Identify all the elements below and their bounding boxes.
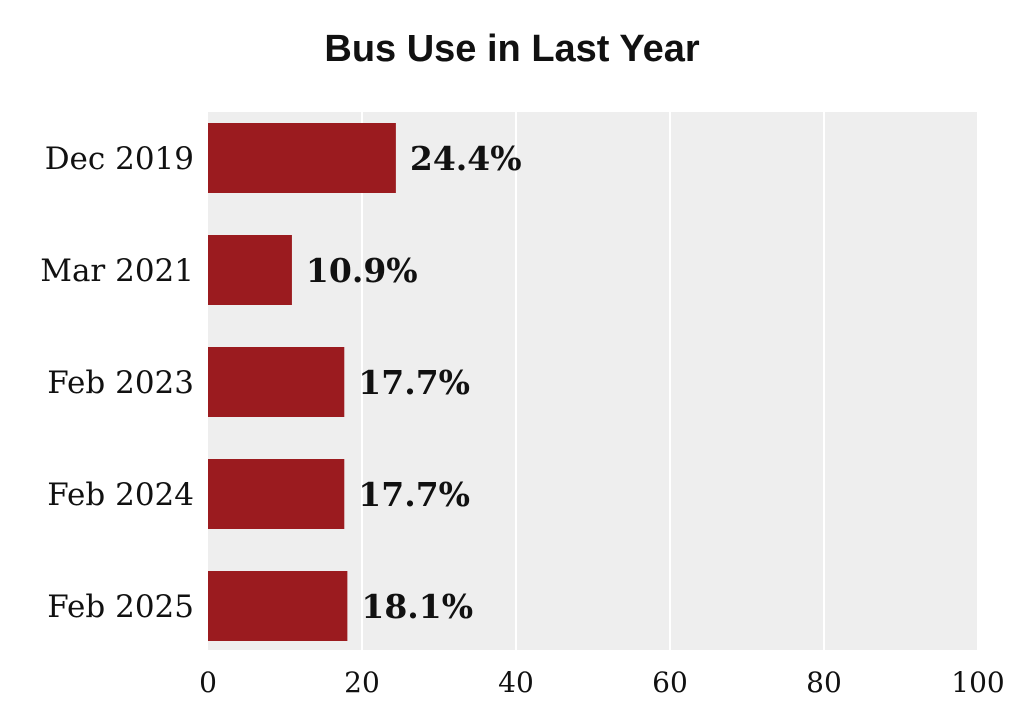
x-tick-label-40: 40 — [498, 666, 534, 699]
bar-5 — [208, 571, 348, 641]
bar-2 — [208, 235, 292, 305]
x-tick-label-20: 20 — [344, 666, 380, 699]
bar-3 — [208, 347, 345, 417]
category-label-4: Feb 2024 — [47, 477, 194, 513]
value-label-3: 17.7% — [358, 363, 470, 402]
category-label-3: Feb 2023 — [47, 365, 194, 401]
value-label-2: 10.9% — [306, 251, 418, 290]
x-tick-label-100: 100 — [951, 666, 1004, 699]
category-label-5: Feb 2025 — [47, 589, 194, 625]
bar-1 — [208, 123, 396, 193]
category-label-1: Dec 2019 — [45, 141, 194, 177]
bar-4 — [208, 459, 345, 529]
x-tick-label-0: 0 — [199, 666, 217, 699]
value-label-4: 17.7% — [358, 475, 470, 514]
value-label-1: 24.4% — [410, 139, 522, 178]
x-tick-label-60: 60 — [652, 666, 688, 699]
category-label-2: Mar 2021 — [40, 253, 194, 289]
chart-title: Bus Use in Last Year — [324, 28, 700, 70]
value-label-5: 18.1% — [361, 587, 473, 626]
x-tick-label-80: 80 — [806, 666, 842, 699]
